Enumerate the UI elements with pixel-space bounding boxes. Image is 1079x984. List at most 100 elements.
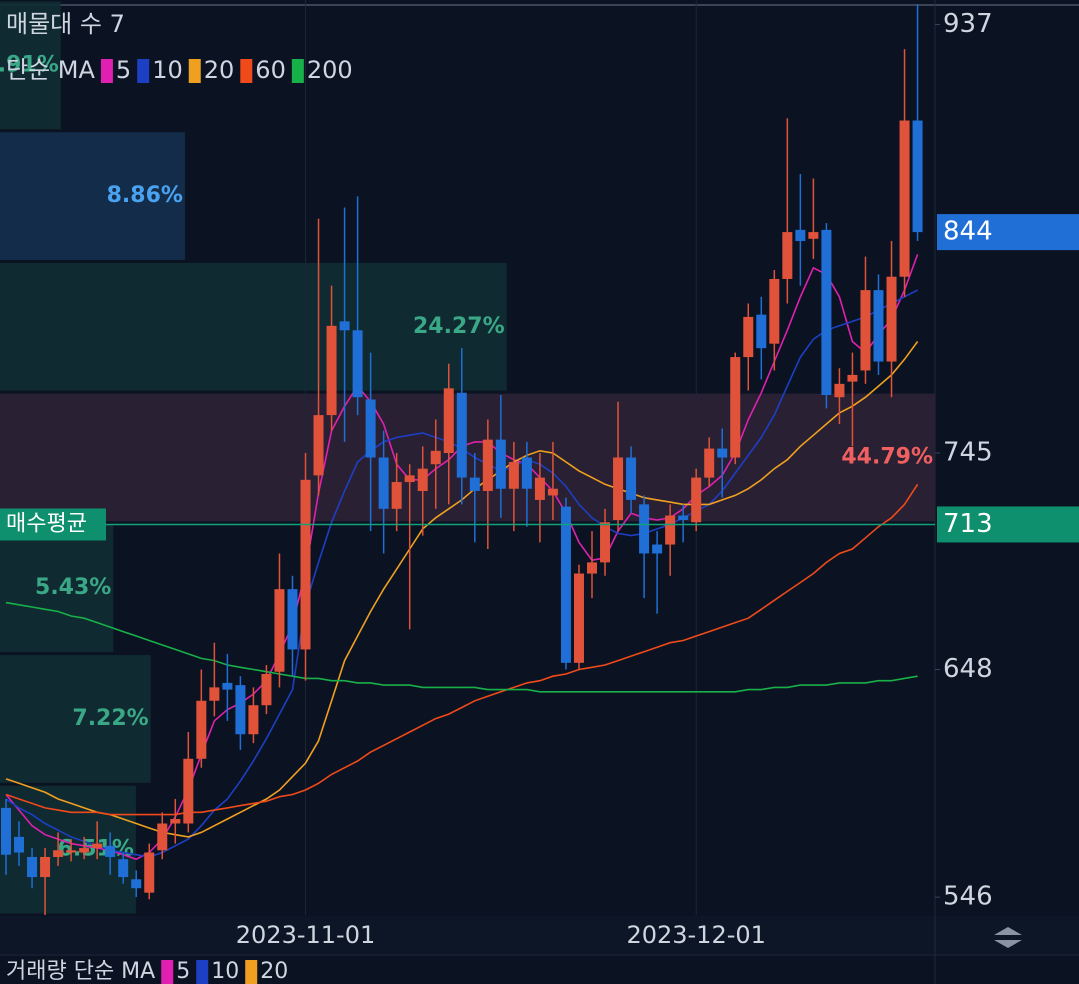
- candle-body: [14, 836, 25, 853]
- average-price-label: 713: [943, 509, 993, 539]
- candle-body: [300, 479, 311, 650]
- date-axis: [0, 916, 1079, 954]
- y-tick-label: 937: [943, 9, 993, 39]
- ma-line: [5, 601, 918, 693]
- candle-body: [834, 383, 845, 398]
- candle-body: [534, 477, 545, 500]
- legend-entry: 60: [255, 56, 286, 84]
- candle-body: [912, 120, 923, 233]
- legend-entry: 20: [204, 56, 235, 84]
- volume-profile-label: 2.91%: [0, 52, 59, 77]
- candle-body: [873, 290, 884, 362]
- volume-profile-label: 8.86%: [107, 183, 183, 208]
- average-price-tag: [937, 506, 1079, 543]
- candle-body: [118, 859, 129, 878]
- legend-swatch: [196, 960, 209, 984]
- x-tick-label: 2023-12-01: [626, 921, 765, 949]
- candle-body: [560, 506, 571, 663]
- candle-body: [417, 468, 428, 491]
- candle-body: [821, 229, 832, 396]
- candle-body: [443, 388, 454, 454]
- candle-body: [717, 448, 728, 458]
- candle-body: [495, 439, 506, 489]
- volume-profile-bar: [0, 393, 935, 522]
- volume-profile-label: 44.79%: [841, 445, 933, 470]
- candle-body: [886, 276, 897, 362]
- candle-body: [92, 843, 103, 849]
- candle-body: [639, 504, 650, 554]
- volume-profile-label: 5.43%: [35, 575, 111, 600]
- candle-body: [313, 415, 324, 476]
- candle-body: [573, 573, 584, 663]
- volume-profile-bar: [0, 524, 114, 653]
- legend-label: 단순 MA: [6, 56, 95, 84]
- candle-body: [691, 477, 702, 523]
- candle-body: [404, 475, 415, 483]
- candle-body: [860, 290, 871, 371]
- volume-profile-label: 7.22%: [72, 706, 148, 731]
- average-tag: [0, 508, 106, 541]
- legend-entry: 20: [260, 959, 288, 984]
- chart-title: 매물대 수 7: [6, 10, 125, 38]
- candle-body: [183, 758, 194, 824]
- legend-swatch: [100, 59, 113, 83]
- candle-body: [756, 314, 767, 349]
- candle-body: [378, 457, 389, 509]
- legend-entry: 10: [211, 959, 239, 984]
- candle-body: [547, 488, 558, 496]
- candle-body: [79, 848, 90, 853]
- candle-body: [613, 457, 624, 520]
- candle-body: [508, 461, 519, 489]
- candle-body: [430, 450, 441, 465]
- candle-body: [196, 700, 207, 759]
- volume-profile-bar: [0, 132, 185, 260]
- candle-body: [66, 850, 77, 853]
- candle-body: [587, 562, 598, 574]
- candle-body: [665, 515, 676, 545]
- candle-body: [730, 357, 741, 458]
- candle-body: [808, 232, 819, 239]
- candle-body: [326, 325, 337, 416]
- candle-body: [769, 278, 780, 344]
- candle-body: [235, 685, 246, 735]
- legend-swatch: [137, 59, 150, 83]
- y-tick-label: 745: [943, 438, 993, 468]
- candle-body: [352, 330, 363, 398]
- candle-body: [795, 229, 806, 242]
- candle-body: [339, 321, 350, 331]
- candle-body: [678, 515, 689, 520]
- y-tick-label: 546: [943, 882, 993, 912]
- candle-body: [456, 392, 467, 478]
- candle-body: [248, 705, 259, 735]
- candle-body: [131, 879, 142, 889]
- candle-body: [261, 673, 272, 706]
- candle-body: [600, 522, 611, 563]
- legend-entry: 200: [307, 56, 353, 84]
- x-tick-label: 2023-11-01: [236, 921, 375, 949]
- legend-swatch: [188, 59, 201, 83]
- legend-entry: 10: [152, 56, 183, 84]
- candle-body: [469, 477, 480, 491]
- last-price-tag: [937, 214, 1079, 251]
- candle-body: [743, 316, 754, 358]
- candle-body: [274, 589, 285, 672]
- legend-entry: 5: [116, 56, 131, 84]
- ma-line: [5, 483, 919, 816]
- scroll-icon[interactable]: [994, 927, 1022, 948]
- candle-body: [144, 852, 155, 893]
- candle-body: [782, 232, 793, 279]
- candle-body: [170, 819, 181, 824]
- candle-body: [899, 120, 910, 277]
- volume-profile-label: 6.51%: [58, 837, 134, 862]
- y-tick-label: 648: [943, 654, 993, 684]
- candle-body: [365, 399, 376, 458]
- candle-body: [626, 457, 637, 500]
- candle-body: [157, 823, 168, 851]
- legend-label: 거래량 단순 MA: [6, 959, 155, 984]
- volume-profile-bar: [0, 262, 507, 391]
- candle-body: [222, 682, 233, 690]
- legend-swatch: [161, 960, 174, 984]
- candle-body: [652, 544, 663, 554]
